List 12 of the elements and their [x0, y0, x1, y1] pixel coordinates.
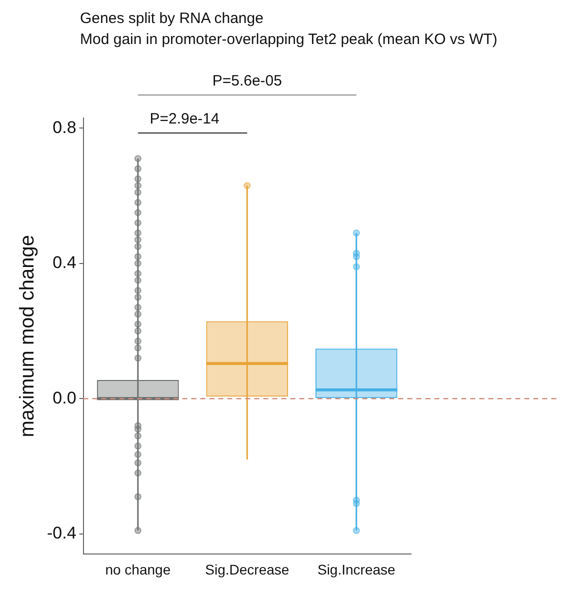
x-tick-label: no change [105, 561, 171, 578]
annotation: P=2.9e-14 [150, 110, 220, 128]
x-tick-label: Sig.Increase [317, 561, 396, 578]
y-tick-label: 0.0 [52, 388, 76, 408]
y-axis-title: maximum mod change [16, 234, 39, 438]
x-tick-label: Sig.Decrease [205, 561, 290, 578]
chart-subtitle: Mod gain in promoter-overlapping Tet2 peak (mean KO vs WT) [80, 30, 498, 50]
y-tick-label: 0.8 [52, 118, 76, 137]
y-tick-label: -0.4 [46, 524, 76, 543]
y-tick-label: 0.4 [52, 253, 76, 272]
text: P=5.6e-05 [212, 72, 282, 90]
chart-title: Genes split by RNA change [80, 9, 264, 29]
